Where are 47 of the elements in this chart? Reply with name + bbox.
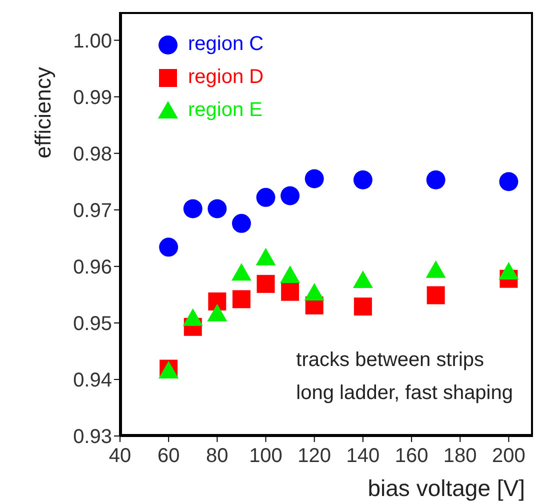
legend-label: region E (188, 99, 262, 122)
y-tick-label: 0.94 (73, 370, 112, 392)
point (304, 282, 324, 300)
point (280, 186, 300, 206)
point (281, 282, 300, 301)
y-tick-label: 1.00 (73, 30, 112, 52)
x-tick-label: 160 (394, 445, 428, 468)
point (426, 170, 446, 190)
legend-label: region C (188, 33, 264, 56)
point (426, 286, 445, 304)
point (232, 214, 251, 233)
point (354, 298, 372, 316)
point (426, 260, 446, 278)
point (182, 308, 203, 326)
point (231, 263, 252, 281)
point (280, 265, 300, 283)
point (499, 172, 518, 192)
point (498, 262, 519, 280)
point (208, 199, 227, 218)
y-axis-title: efficiency (30, 67, 56, 158)
point (232, 290, 250, 308)
point (183, 199, 202, 218)
point (256, 274, 275, 293)
y-tick-label: 0.96 (73, 256, 112, 278)
point (207, 304, 228, 322)
x-tick-label: 200 (492, 445, 526, 468)
x-tick-label: 60 (157, 445, 180, 468)
legend-label: region D (188, 66, 264, 89)
point (353, 170, 372, 190)
point (208, 292, 226, 310)
point (304, 169, 324, 188)
x-tick-label: 180 (443, 445, 477, 468)
point (159, 238, 178, 257)
y-tick-label: 0.98 (73, 143, 112, 166)
point (256, 248, 276, 266)
x-axis-title: bias voltage [V] (368, 475, 525, 501)
y-tick-label: 0.95 (73, 313, 112, 336)
annotation: long ladder, fast shaping (296, 381, 513, 406)
y-tick-label: 0.97 (73, 200, 112, 222)
point (256, 188, 276, 207)
x-tick-label: 140 (346, 445, 380, 468)
annotation: tracks between strips (296, 348, 486, 373)
y-tick-label: 0.99 (73, 86, 112, 109)
x-tick-label: 80 (206, 445, 228, 468)
x-tick-label: 100 (249, 445, 282, 468)
x-tick-label: 120 (298, 445, 332, 468)
point (352, 270, 373, 288)
